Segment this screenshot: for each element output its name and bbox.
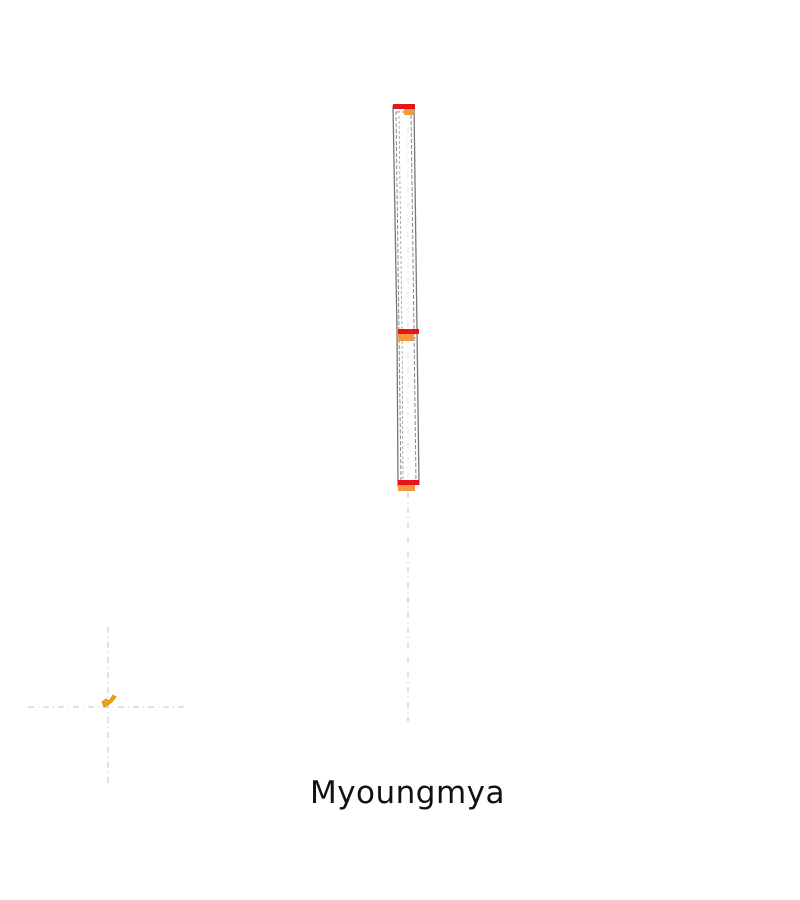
inset-location-feature [101,694,117,708]
segment-marker-middle [398,329,419,341]
segment-marker-bottom [398,480,419,491]
segment-marker-top [393,104,415,115]
place-name-label: Myoungmya [309,775,506,811]
district-boundary-strip [392,105,420,487]
